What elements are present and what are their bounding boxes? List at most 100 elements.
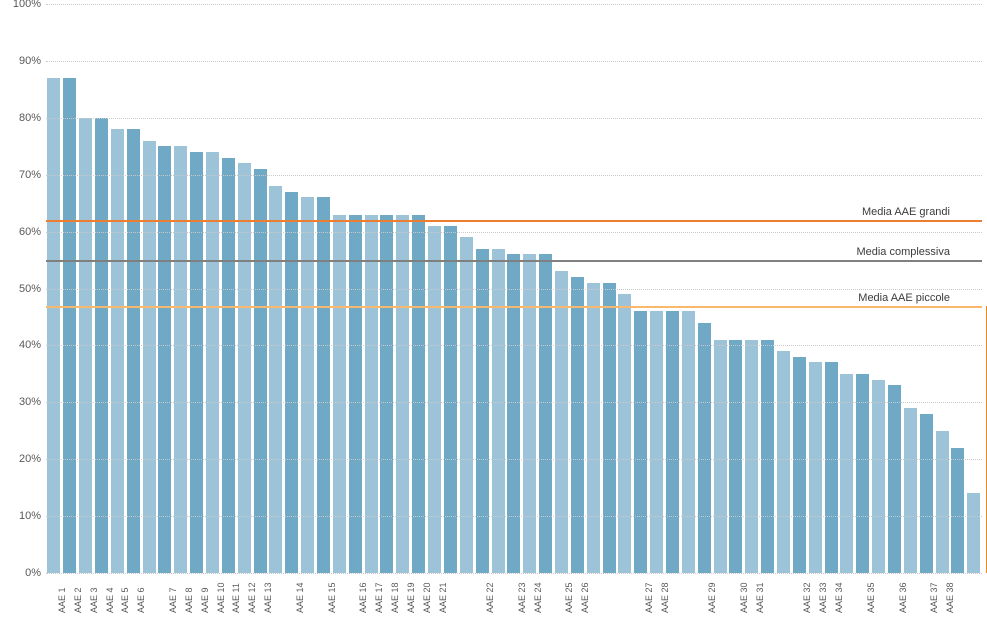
data-bar xyxy=(412,215,425,573)
x-axis-labels: AAE 1AAE 2AAE 3AAE 4AAE 5AAE 6AAE 7AAE 8… xyxy=(46,575,982,633)
data-bar xyxy=(254,169,267,573)
data-bar xyxy=(63,78,76,573)
x-tick-label: AAE 26 xyxy=(580,582,590,613)
gridline xyxy=(46,232,982,233)
data-bar xyxy=(809,362,822,573)
data-bar xyxy=(127,129,140,573)
x-tick-label: AAE 19 xyxy=(406,582,416,613)
x-tick-label: AAE 24 xyxy=(533,582,543,613)
y-tick-label: 0% xyxy=(1,567,41,579)
x-tick-label: AAE 25 xyxy=(564,582,574,613)
x-tick-label: AAE 5 xyxy=(120,587,130,613)
data-bar xyxy=(190,152,203,573)
x-tick-label: AAE 20 xyxy=(422,582,432,613)
data-bar xyxy=(428,226,441,573)
data-bar xyxy=(571,277,584,573)
data-bar xyxy=(174,146,187,573)
x-tick-label: AAE 13 xyxy=(263,582,273,613)
x-tick-label: AAE 29 xyxy=(707,582,717,613)
x-tick-label: AAE 22 xyxy=(485,582,495,613)
x-tick-label: AAE 31 xyxy=(755,582,765,613)
data-bar xyxy=(666,311,679,573)
data-bar xyxy=(507,254,520,573)
ref-piccole-line xyxy=(46,306,982,308)
data-bar xyxy=(111,129,124,573)
x-tick-label: AAE 3 xyxy=(89,587,99,613)
ref-complessiva-label: Media complessiva xyxy=(854,246,952,258)
data-bar xyxy=(682,311,695,573)
x-tick-label: AAE 35 xyxy=(866,582,876,613)
x-tick-label: AAE 8 xyxy=(184,587,194,613)
gridline xyxy=(46,175,982,176)
x-tick-label: AAE 4 xyxy=(105,587,115,613)
data-bar xyxy=(206,152,219,573)
data-bar xyxy=(761,340,774,573)
data-bar xyxy=(555,271,568,573)
data-bar xyxy=(143,141,156,573)
x-tick-label: AAE 7 xyxy=(168,587,178,613)
x-tick-label: AAE 32 xyxy=(802,582,812,613)
data-bar xyxy=(872,380,885,573)
gridline xyxy=(46,459,982,460)
x-tick-label: AAE 15 xyxy=(327,582,337,613)
x-tick-label: AAE 1 xyxy=(57,587,67,613)
data-bar xyxy=(698,323,711,573)
y-tick-label: 10% xyxy=(1,510,41,522)
x-tick-label: AAE 36 xyxy=(898,582,908,613)
y-tick-label: 80% xyxy=(1,112,41,124)
gridline xyxy=(46,402,982,403)
data-bar xyxy=(587,283,600,573)
data-bar xyxy=(967,493,980,573)
x-tick-label: AAE 9 xyxy=(200,587,210,613)
x-tick-label: AAE 37 xyxy=(929,582,939,613)
x-tick-label: AAE 2 xyxy=(73,587,83,613)
x-tick-label: AAE 34 xyxy=(834,582,844,613)
data-bar xyxy=(936,431,949,573)
ref-complessiva-line xyxy=(46,260,982,262)
x-tick-label: AAE 14 xyxy=(295,582,305,613)
gridline xyxy=(46,118,982,119)
data-bar xyxy=(618,294,631,573)
x-tick-label: AAE 17 xyxy=(374,582,384,613)
y-tick-label: 100% xyxy=(1,0,41,10)
data-bar xyxy=(492,249,505,573)
y-tick-label: 40% xyxy=(1,339,41,351)
data-bar xyxy=(603,283,616,573)
x-tick-label: AAE 10 xyxy=(216,582,226,613)
ref-piccole-label: Media AAE piccole xyxy=(856,292,952,304)
gridline xyxy=(46,573,982,574)
y-tick-label: 30% xyxy=(1,396,41,408)
data-bar xyxy=(158,146,171,573)
data-bar xyxy=(793,357,806,573)
data-bar xyxy=(47,78,60,573)
data-bar xyxy=(444,226,457,573)
data-bar xyxy=(729,340,742,573)
x-tick-label: AAE 18 xyxy=(390,582,400,613)
gridline xyxy=(46,289,982,290)
data-bar xyxy=(349,215,362,573)
x-tick-label: AAE 28 xyxy=(660,582,670,613)
data-bar xyxy=(380,215,393,573)
ref-grandi-line xyxy=(46,220,982,222)
ref-grandi-label: Media AAE grandi xyxy=(860,206,952,218)
y-tick-label: 20% xyxy=(1,453,41,465)
data-bar xyxy=(904,408,917,573)
data-bar xyxy=(269,186,282,573)
x-tick-label: AAE 11 xyxy=(231,583,241,613)
gridline xyxy=(46,4,982,5)
data-bar xyxy=(856,374,869,573)
x-tick-label: AAE 30 xyxy=(739,582,749,613)
bar-chart: Media AAE grandi Media complessiva Media A… xyxy=(0,0,987,633)
data-bar xyxy=(333,215,346,573)
data-bar xyxy=(825,362,838,573)
data-bar xyxy=(840,374,853,573)
data-bar xyxy=(888,385,901,573)
data-bar xyxy=(951,448,964,573)
gridline xyxy=(46,345,982,346)
x-tick-label: AAE 33 xyxy=(818,582,828,613)
data-bar xyxy=(650,311,663,573)
x-tick-label: AAE 12 xyxy=(247,582,257,613)
y-tick-label: 50% xyxy=(1,283,41,295)
data-bar xyxy=(396,215,409,573)
gridline xyxy=(46,516,982,517)
